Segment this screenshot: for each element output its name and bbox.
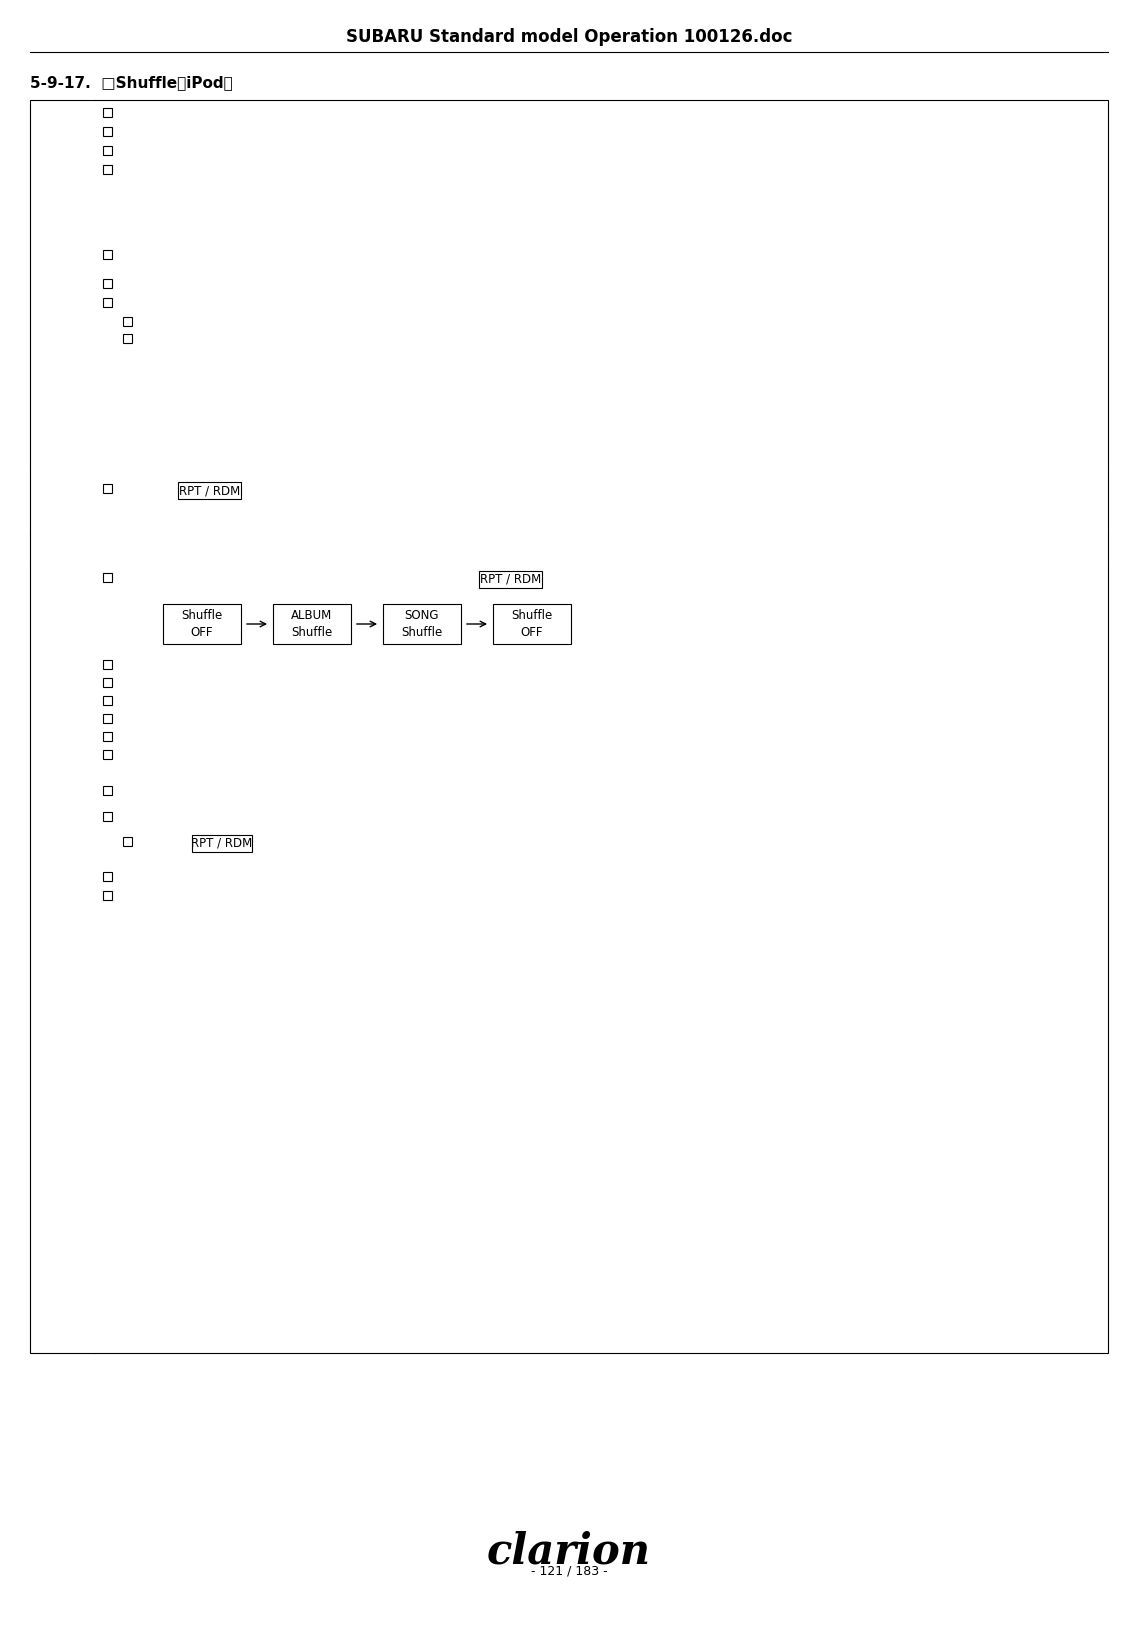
Bar [104, 890, 112, 900]
Bar [104, 677, 112, 687]
Text: RDM indicator is on in Shuffle Mode.: RDM indicator is on in Shuffle Mode. [116, 732, 330, 745]
Bar [163, 605, 241, 644]
Text: It will switch to next Shuffle Mode like following if you touch the: It will switch to next Shuffle Mode like… [116, 573, 501, 586]
Bar [104, 145, 112, 155]
Text: Shuffle Mode of iPod: Shuffle Mode of iPod [116, 107, 237, 121]
Bar [493, 605, 571, 644]
Text: SONG
Shuffle: SONG Shuffle [402, 610, 443, 639]
Text: Operation
of button: Operation of button [33, 489, 92, 517]
Bar [30, 563, 94, 1353]
Bar [273, 605, 351, 644]
Text: ALBUM
Shuffle: ALBUM Shuffle [291, 610, 332, 639]
Text: SONG Shuffle: SONG Shuffle [137, 317, 215, 330]
Bar [192, 834, 251, 852]
Text: It will display “RANDOM” or “RDM”instead of “Shuffle” for there are too many cha: It will display “RANDOM” or “RDM”instead… [116, 127, 638, 140]
Text: Touch the: Touch the [137, 838, 197, 851]
Text: It is not available to set Shuffle Mode when playing Audiobook / Podcasts.: It is not available to set Shuffle Mode … [116, 872, 552, 885]
Text: clarion: clarion [487, 1530, 651, 1573]
Bar [30, 535, 94, 563]
Text: Function: Function [38, 279, 88, 291]
Text: Initial setting is depending on the shuffle setting of the connecting iPod.: Initial setting is depending on the shuf… [116, 661, 544, 672]
Text: IPod will keep the shuffle setting even it is disconnected.: IPod will keep the shuffle setting even … [116, 786, 453, 800]
Text: for more than 0.5sec.: for more than 0.5sec. [546, 573, 677, 586]
Bar [104, 107, 112, 117]
Text: RPT / RDM: RPT / RDM [191, 838, 253, 851]
Text: BEEP counds when you switch to next shuffle mode.: BEEP counds when you switch to next shuf… [116, 677, 424, 691]
Text: It will not calculate by random for Shuffle on set, because the playing order is: It will not calculate by random for Shuf… [116, 249, 678, 263]
Bar [479, 572, 542, 588]
Text: It is available to set RPT and SHUFFLE together depending on Specification of iP: It is available to set RPT and SHUFFLE t… [116, 279, 607, 292]
Bar [30, 101, 94, 471]
Text: - 121 / 183 -: - 121 / 183 - [530, 1564, 608, 1578]
Text: It will keep Shuffle Mode even if you turn ACC/POWER  OFF or switch to other sou: It will keep Shuffle Mode even if you tu… [116, 750, 655, 763]
Bar [104, 732, 112, 742]
Bar [104, 573, 112, 582]
Text: key for more than 0.5sec.: key for more than 0.5sec. [245, 484, 401, 497]
Bar [104, 297, 112, 307]
Text: It will display P–TIME until it gets the title.: It will display P–TIME until it gets the… [116, 714, 364, 727]
Bar [104, 872, 112, 881]
Bar [104, 484, 112, 492]
Bar [384, 605, 461, 644]
Text: Shuffle
OFF: Shuffle OFF [181, 610, 223, 639]
Bar [104, 165, 112, 173]
Text: SUBARU Standard model Operation 100126.doc: SUBARU Standard model Operation 100126.d… [346, 28, 792, 46]
Text: Destination: Destination [28, 542, 97, 555]
Bar [104, 249, 112, 259]
Bar [30, 101, 1108, 1353]
Bar [30, 471, 94, 535]
Bar [104, 127, 112, 135]
Bar [104, 750, 112, 758]
Text: :  Reorder the playing order of album unit in selected DB by random.: : Reorder the playing order of album uni… [226, 334, 634, 347]
Text: It will go on playing current track and reorder the playlist by random when set : It will go on playing current track and … [116, 165, 820, 178]
Bar [178, 482, 241, 499]
Text: does not mean to do special action that track up in the last track in DB.）: does not mean to do special action that … [116, 230, 547, 241]
Bar [123, 334, 132, 344]
Text: RPT / RDM: RPT / RDM [179, 484, 240, 497]
Text: North America ・ Europe ・ Australia: North America ・ Europe ・ Australia [104, 544, 349, 557]
Text: :  Reorder the playing order in selected DB by random.: : Reorder the playing order in selected … [226, 317, 551, 330]
Bar [104, 695, 112, 705]
Bar [104, 661, 112, 669]
Text: Detail: Detail [44, 952, 80, 965]
Text: display update slowly. The playing order is changed only by iPod and there will : display update slowly. The playing order… [116, 213, 810, 226]
Text: It will display Shuffle name for 3sec then returns to the last display when you : It will display Shuffle name for 3sec th… [116, 695, 717, 709]
Bar [104, 714, 112, 724]
Text: Shuffle
OFF: Shuffle OFF [511, 610, 553, 639]
Bar [123, 838, 132, 846]
Bar [104, 279, 112, 287]
Text: It will act like following depending on Specification of iPod.: It will act like following depending on … [116, 297, 462, 311]
Bar [104, 786, 112, 795]
Text: RPT / RDM: RPT / RDM [480, 573, 542, 586]
Bar [123, 317, 132, 325]
Text: RDM indicator will be OFF when playing Audiobook / Podcasts.: RDM indicator will be OFF when playing A… [116, 890, 484, 904]
Text: not be changed. If there are too many tracks in current DB, random calculation o: not be changed. If there are too many tr… [116, 197, 799, 210]
Text: ※ It may be released depending on iPod Specification.: ※ It may be released depending on iPod S… [121, 768, 442, 781]
Text: key for more than 0.5sec in SONG Shuffle Mode.: key for more than 0.5sec in SONG Shuffle… [254, 838, 539, 851]
Text: 5-9-17.  □Shuffle（iPod）: 5-9-17. □Shuffle（iPod） [30, 74, 233, 89]
Text: will not random again but play the playlist which decided when set shuffle.） For: will not random again but play the playl… [116, 182, 843, 193]
Text: Shuffle Mode will be released by following operation.: Shuffle Mode will be released by followi… [116, 813, 429, 824]
Text: ALBUM  Shuffle: ALBUM Shuffle [137, 334, 226, 347]
Text: Touch the: Touch the [116, 484, 181, 497]
Bar [104, 813, 112, 821]
Text: ShuffleFunction is carried on by iPod.: ShuffleFunction is carried on by iPod. [116, 145, 335, 159]
